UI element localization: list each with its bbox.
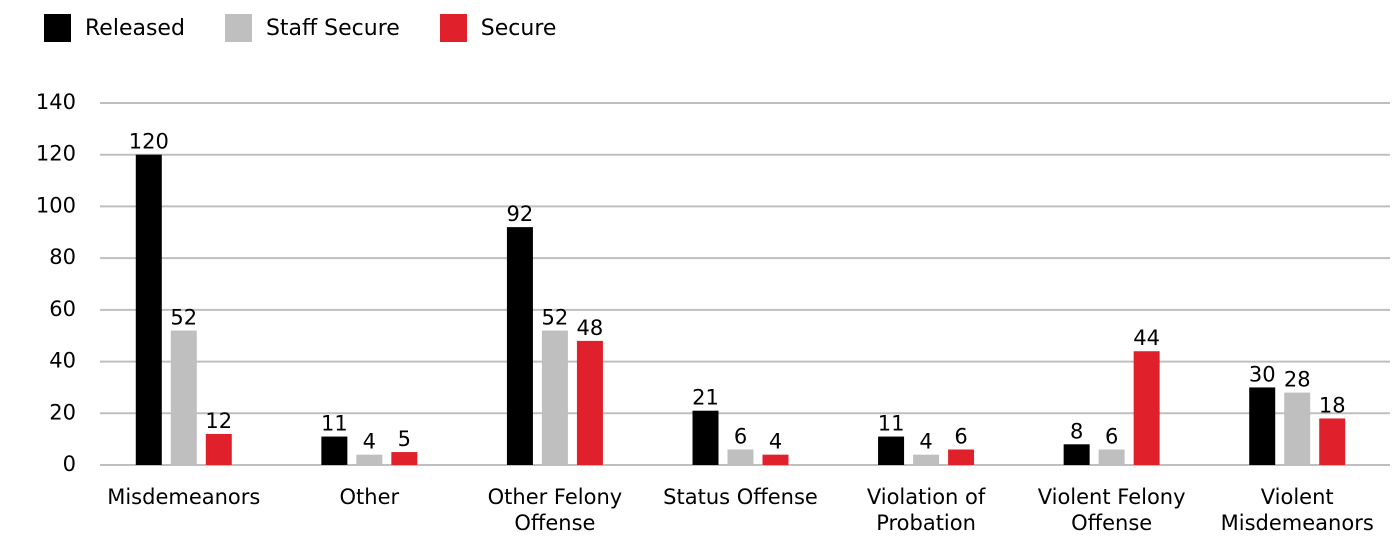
bar bbox=[878, 436, 905, 465]
bar bbox=[727, 449, 754, 465]
bar bbox=[1063, 444, 1090, 465]
x-tick-label: Other bbox=[339, 485, 400, 509]
legend-label: Released bbox=[85, 15, 185, 41]
legend-item: Staff Secure bbox=[224, 14, 400, 42]
data-label: 4 bbox=[919, 430, 932, 454]
bar bbox=[576, 340, 603, 465]
bar bbox=[948, 449, 975, 465]
y-tick-label: 100 bbox=[36, 193, 76, 217]
data-label: 52 bbox=[170, 306, 197, 330]
data-label: 92 bbox=[507, 202, 534, 226]
data-label: 4 bbox=[363, 430, 376, 454]
bar bbox=[1249, 387, 1276, 465]
data-label: 21 bbox=[692, 386, 719, 410]
legend-item: Secure bbox=[439, 14, 557, 42]
x-tick-label: Violent Felony Offense bbox=[1037, 485, 1186, 535]
bar bbox=[356, 454, 383, 465]
bar bbox=[1284, 392, 1311, 465]
x-tick-label: Violation of Probation bbox=[866, 485, 986, 535]
legend: Released Staff Secure Secure bbox=[44, 14, 596, 42]
x-tick-label: Misdemeanors bbox=[107, 485, 261, 509]
legend-label: Staff Secure bbox=[265, 15, 400, 41]
data-label: 6 bbox=[734, 424, 747, 448]
legend-label: Secure bbox=[480, 15, 557, 41]
bar bbox=[135, 154, 162, 465]
bar bbox=[506, 227, 533, 465]
bar bbox=[913, 454, 940, 465]
bar bbox=[1319, 418, 1346, 465]
y-tick-label: 40 bbox=[49, 349, 76, 373]
bar bbox=[391, 452, 418, 465]
bar bbox=[321, 436, 348, 465]
y-tick-label: 0 bbox=[63, 452, 76, 476]
y-tick-label: 20 bbox=[49, 400, 76, 424]
x-tick-label: Status Offense bbox=[663, 485, 818, 509]
data-label: 11 bbox=[878, 412, 905, 436]
y-tick-label: 120 bbox=[36, 142, 76, 166]
bar bbox=[205, 433, 232, 465]
bar bbox=[1098, 449, 1125, 465]
data-label: 5 bbox=[398, 427, 411, 451]
data-label: 30 bbox=[1249, 362, 1276, 386]
y-tick-label: 140 bbox=[36, 90, 76, 114]
x-tick-label: Other Felony Offense bbox=[487, 485, 623, 535]
data-label: 18 bbox=[1319, 393, 1346, 417]
data-label: 120 bbox=[129, 130, 169, 154]
data-label: 8 bbox=[1070, 419, 1083, 443]
legend-swatch bbox=[439, 14, 467, 42]
y-tick-label: 80 bbox=[49, 245, 76, 269]
data-label: 6 bbox=[954, 424, 967, 448]
legend-item: Released bbox=[44, 14, 185, 42]
bar bbox=[170, 330, 197, 465]
bar bbox=[762, 454, 789, 465]
legend-swatch bbox=[44, 14, 71, 42]
legend-swatch bbox=[224, 14, 252, 42]
data-label: 11 bbox=[321, 412, 348, 436]
bar bbox=[1133, 351, 1160, 465]
data-label: 52 bbox=[542, 306, 569, 330]
data-label: 44 bbox=[1133, 326, 1160, 350]
data-label: 6 bbox=[1105, 424, 1118, 448]
bar bbox=[692, 410, 719, 465]
data-label: 48 bbox=[577, 316, 604, 340]
data-label: 28 bbox=[1284, 368, 1311, 392]
bar bbox=[541, 330, 568, 465]
data-label: 4 bbox=[769, 430, 782, 454]
y-tick-label: 60 bbox=[49, 297, 76, 321]
x-tick-label: Violent Misdemeanors bbox=[1220, 485, 1374, 535]
data-label: 12 bbox=[205, 409, 232, 433]
